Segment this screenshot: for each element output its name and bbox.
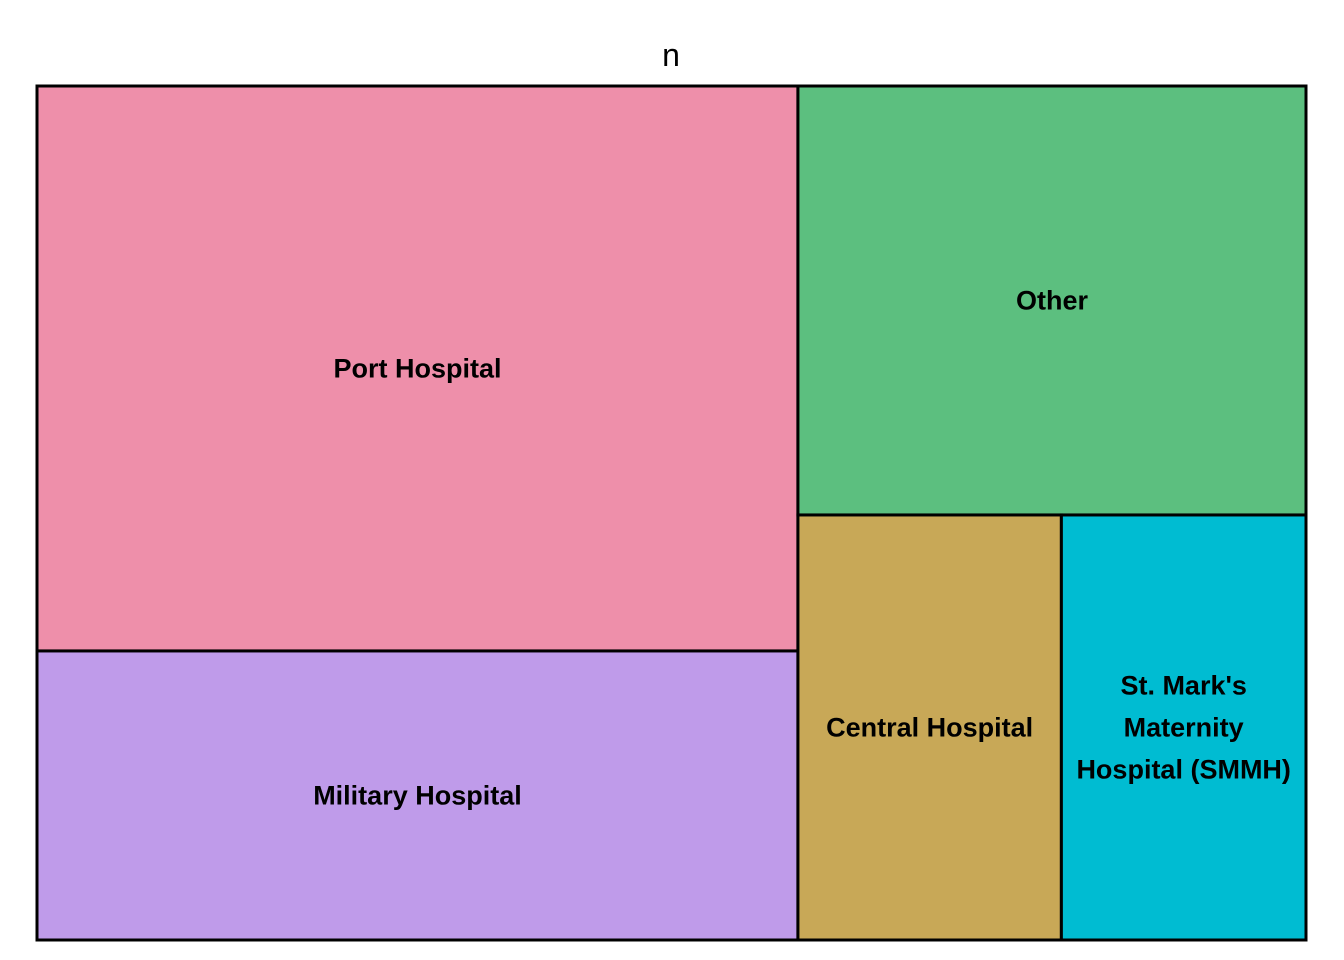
tile-label-port-hospital: Port Hospital — [333, 353, 501, 383]
tile-label-line: Port Hospital — [333, 353, 501, 383]
tile-port-hospital — [35, 84, 800, 653]
tile-label-military-hospital: Military Hospital — [313, 780, 522, 810]
chart-title: n — [662, 37, 680, 73]
tile-label-line: Hospital (SMMH) — [1076, 754, 1290, 784]
tile-label-line: St. Mark's — [1120, 670, 1246, 700]
tile-label-line: Military Hospital — [313, 780, 522, 810]
tile-label-other: Other — [1016, 285, 1089, 315]
tile-label-central-hospital: Central Hospital — [826, 712, 1033, 742]
treemap-tiles: Port Hospital Military Hospital Other Centr… — [35, 84, 1308, 942]
tile-label-line: Other — [1016, 285, 1089, 315]
tile-military-hospital — [35, 649, 800, 942]
tile-st-mark-s-maternity-hospital-smmh — [1059, 513, 1308, 942]
tile-central-hospital — [796, 513, 1063, 942]
tile-label-st-mark-s-maternity-hospital-smmh: St. Mark's Maternity Hospital (SMMH) — [1076, 670, 1290, 784]
tile-other — [796, 84, 1308, 517]
tile-label-line: Maternity — [1124, 712, 1244, 742]
tile-label-line: Central Hospital — [826, 712, 1033, 742]
